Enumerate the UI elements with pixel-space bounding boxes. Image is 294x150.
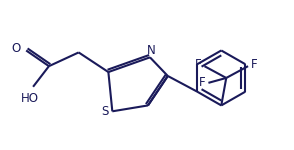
Text: F: F (199, 76, 206, 89)
Text: S: S (102, 105, 109, 118)
Text: F: F (251, 58, 258, 71)
Text: HO: HO (21, 92, 39, 105)
Text: F: F (195, 58, 201, 71)
Text: O: O (11, 42, 20, 55)
Text: N: N (147, 44, 155, 57)
